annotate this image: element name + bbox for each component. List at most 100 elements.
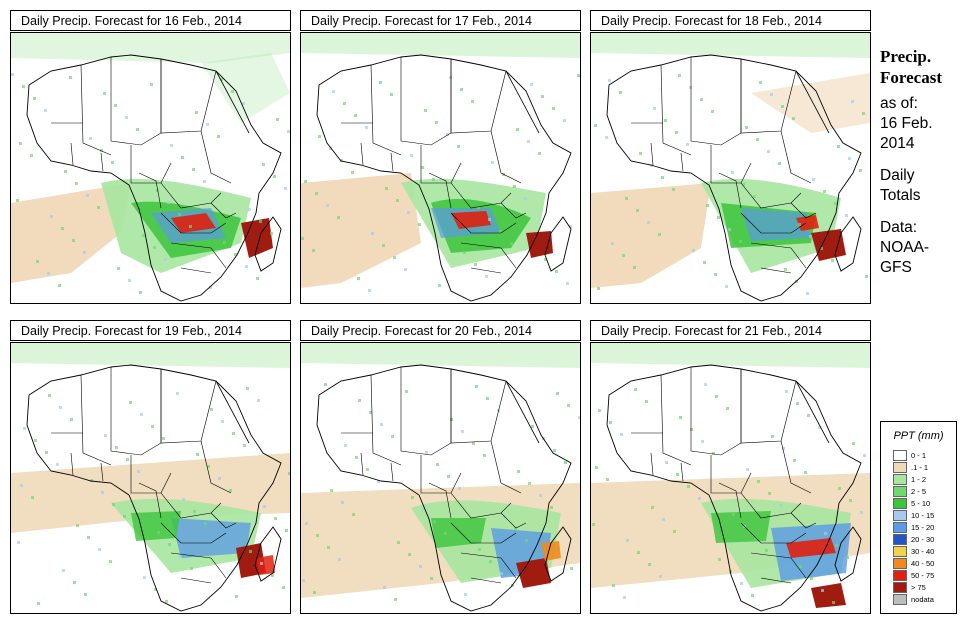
precip-cell [86,194,89,197]
country-border [210,512,237,529]
country-border [750,552,807,579]
country-border [370,374,402,466]
precip-cell [193,510,196,513]
precip-map [590,32,871,304]
precip-cell [623,596,626,599]
precip-cell [553,449,556,452]
precip-area [171,518,251,558]
precip-cell [767,150,770,153]
precip-cell [56,463,59,466]
precip-cell [385,187,388,190]
legend-swatch [893,546,907,557]
forecast-panel-21feb: Daily Precip. Forecast for 21 Feb., 2014 [590,320,871,614]
precip-area [751,73,870,133]
country-border [160,522,227,544]
country-borders [631,367,817,584]
precip-cell [528,482,531,485]
precip-cell [851,100,854,103]
red-sea-coast [505,70,540,134]
precip-cell [285,529,288,532]
info-date-line2: 2014 [880,135,915,152]
precip-cell [393,256,396,259]
madagascar-outline [254,526,282,582]
precip-cell [510,242,513,245]
precip-cell [234,253,237,256]
red-sea-coast [795,70,830,134]
precip-cell [715,395,718,398]
legend-swatch [893,522,907,533]
precip-area [591,183,711,288]
precip-cell [70,418,73,421]
precip-map [10,32,291,304]
africa-outline [26,364,282,612]
precip-cell [326,204,329,207]
country-border [470,577,502,584]
precip-cell [243,444,246,447]
precip-cell [270,232,273,235]
precip-cell [726,407,729,410]
precip-cell [798,223,801,226]
precip-cell [784,268,787,271]
precip-cell [104,434,107,437]
country-border [210,202,237,219]
legend-label: 10 - 15 [911,511,935,520]
country-border [400,367,452,456]
precip-cell [659,575,662,578]
legend-swatch [893,474,907,485]
panel-title: Daily Precip. Forecast for 17 Feb., 2014 [300,10,581,31]
precip-cell [229,489,232,492]
precip-area [256,555,275,575]
country-border [160,59,217,134]
precip-cell [834,202,837,205]
precip-cell [689,86,692,89]
country-border [740,522,807,544]
precip-area [591,33,870,58]
precip-cell [377,480,380,483]
precip-cell [411,496,414,499]
precip-cell [577,74,580,77]
precip-cell [151,425,154,428]
precip-cell [112,503,115,506]
precip-area [301,33,580,58]
legend-swatch [893,498,907,509]
precip-cell [109,560,112,563]
precip-cell [714,273,717,276]
precip-cell [168,543,171,546]
precip-cell [390,93,393,96]
panel-title: Daily Precip. Forecast for 16 Feb., 2014 [10,10,291,31]
precip-cell [17,541,20,544]
precip-cell [405,390,408,393]
country-border [428,172,452,209]
precip-cell [210,408,213,411]
precip-cell [357,277,360,280]
precip-cell [315,192,318,195]
legend-swatch [893,510,907,521]
precip-cell [831,259,834,262]
precip-cell [436,463,439,466]
precip-cell [447,475,450,478]
precip-cell [143,576,146,579]
precip-cell [365,126,368,129]
precip-area [11,183,131,283]
precip-cell [16,199,19,202]
precip-area [11,343,290,368]
precip-cell [838,487,841,490]
country-border [450,212,517,234]
precip-cell [58,284,61,287]
legend-label: 20 - 30 [911,535,935,544]
precip-cell [806,292,809,295]
precip-cell [327,546,330,549]
country-border [450,492,512,519]
precip-cell [687,485,690,488]
precip-map [300,342,581,614]
precip-cell [485,275,488,278]
precip-cell [274,517,277,520]
precip-cell [69,76,72,79]
precip-cell [832,601,835,604]
precip-cell [483,454,486,457]
precip-cell [592,523,595,526]
precip-cell [771,435,774,438]
precip-cell [625,197,628,200]
precip-cell [36,260,39,263]
precip-cell [45,451,48,454]
